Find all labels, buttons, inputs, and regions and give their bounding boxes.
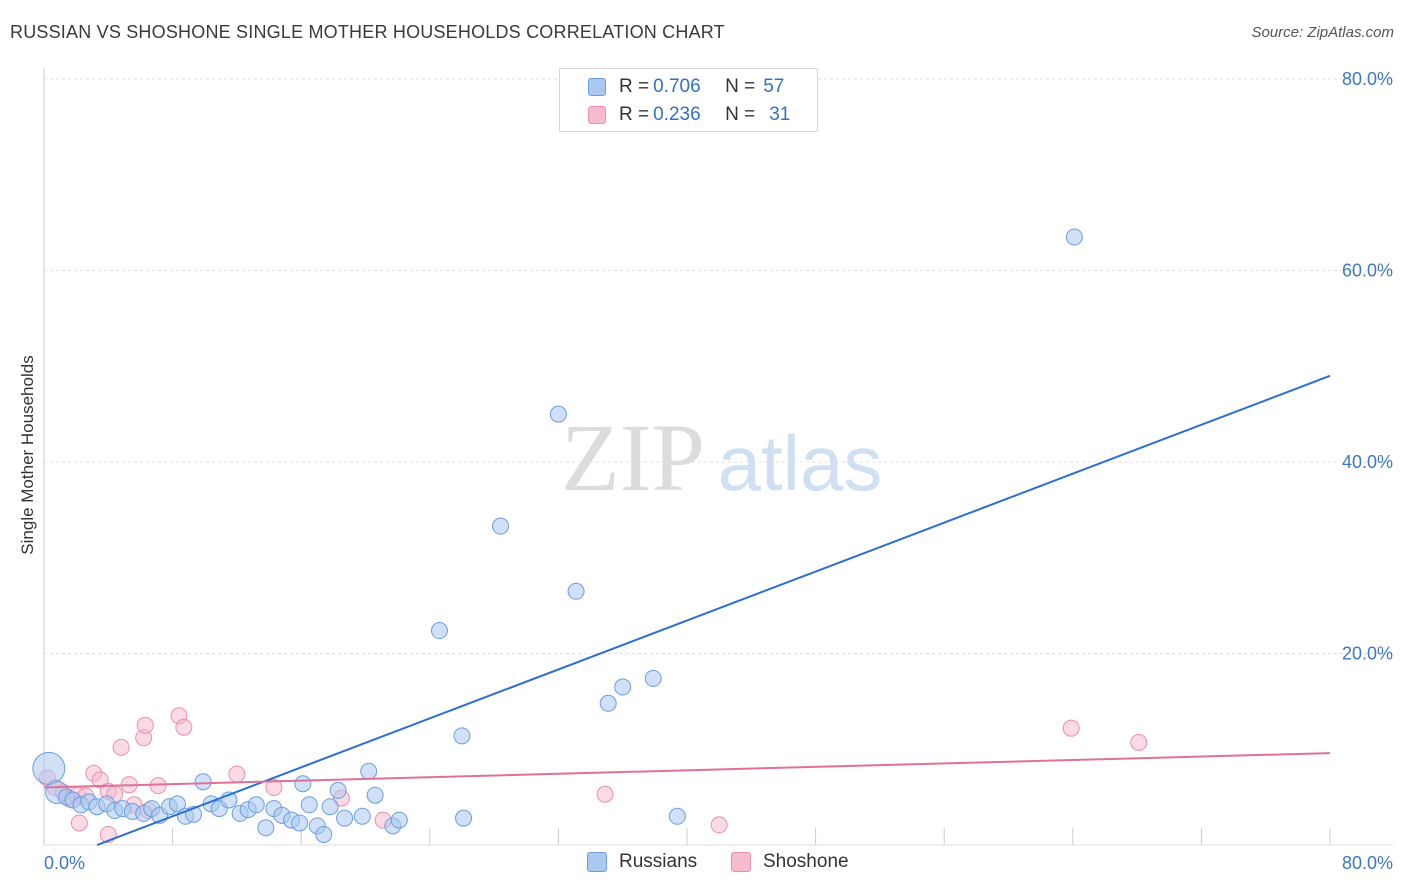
- legend-russians-swatch: [587, 852, 607, 872]
- shoshone-point: [175, 718, 193, 736]
- shoshone-point: [228, 765, 246, 783]
- y-tick-label: 20.0%: [1342, 644, 1393, 664]
- russians-point: [360, 762, 378, 780]
- x-tick-label-min: 0.0%: [44, 853, 85, 873]
- russians-point: [247, 796, 265, 814]
- axis-layer: [43, 68, 1393, 846]
- russians-point: [294, 775, 312, 793]
- russians-point: [453, 727, 471, 745]
- russians-r-value: 0.706: [653, 76, 701, 97]
- legend-item-russians: Russians: [587, 851, 697, 873]
- russians-point: [430, 622, 448, 640]
- shoshone-point: [112, 738, 130, 756]
- chart-title: RUSSIAN VS SHOSHONE SINGLE MOTHER HOUSEH…: [10, 22, 725, 42]
- y-tick-label: 60.0%: [1342, 261, 1393, 281]
- russians-point: [315, 825, 333, 843]
- legend-shoshone-swatch: [731, 852, 751, 872]
- shoshone-point: [596, 785, 614, 803]
- russians-swatch: [588, 78, 606, 96]
- legend-item-shoshone: Shoshone: [731, 851, 849, 873]
- russians-point: [336, 809, 354, 827]
- russians-point: [194, 773, 212, 791]
- shoshone-point: [1062, 719, 1080, 737]
- watermark: ZIP atlas: [561, 404, 882, 511]
- russians-point: [168, 795, 186, 813]
- russians-point: [567, 582, 585, 600]
- source-label: Source: ZipAtlas.com: [1251, 24, 1394, 41]
- russians-trend-line: [96, 374, 1331, 846]
- shoshone-r-value: 0.236: [653, 104, 701, 125]
- shoshone-n-label: N =: [725, 104, 756, 125]
- correlation-legend: R = 0.706 N = 57 R = 0.236 N = 31: [559, 68, 818, 132]
- shoshone-point: [91, 771, 109, 789]
- russians-point: [1065, 228, 1083, 246]
- y-tick-label: 40.0%: [1342, 452, 1393, 472]
- russians-point: [614, 678, 632, 696]
- russians-point: [668, 807, 686, 825]
- label-layer: 20.0% 40.0% 60.0% 80.0% 0.0% 80.0%: [44, 69, 1393, 873]
- points-layer: [32, 228, 1148, 843]
- russians-point: [492, 517, 510, 535]
- shoshone-swatch: [588, 106, 606, 124]
- shoshone-point: [265, 779, 283, 797]
- trend-layer: [43, 374, 1331, 846]
- russians-point: [549, 405, 567, 423]
- shoshone-point: [70, 814, 88, 832]
- shoshone-point: [1130, 734, 1148, 752]
- russians-point: [257, 819, 275, 837]
- y-tick-label: 80.0%: [1342, 69, 1393, 89]
- watermark-atlas: atlas: [718, 419, 883, 507]
- russians-point: [599, 694, 617, 712]
- shoshone-trend-line: [43, 752, 1331, 789]
- russians-point: [455, 809, 473, 827]
- russians-n-value: 57: [763, 76, 785, 97]
- russians-point: [390, 811, 408, 829]
- russians-point: [300, 796, 318, 814]
- russians-point: [353, 807, 371, 825]
- legend-shoshone-label: Shoshone: [763, 851, 849, 872]
- russians-point: [32, 751, 66, 785]
- russians-point: [329, 781, 347, 799]
- russians-r-label: R =: [619, 76, 650, 97]
- shoshone-point: [710, 816, 728, 834]
- x-tick-label-max: 80.0%: [1342, 853, 1393, 873]
- russians-point: [321, 798, 339, 816]
- watermark-zip: ZIP: [561, 404, 705, 511]
- shoshone-point: [136, 716, 154, 734]
- legend-row-russians: R = 0.706 N = 57: [560, 73, 784, 101]
- russians-point: [291, 814, 309, 832]
- grid-layer: [44, 78, 1393, 654]
- legend-russians-label: Russians: [619, 851, 698, 872]
- russians-point: [644, 669, 662, 687]
- russians-point: [366, 786, 384, 804]
- legend-row-shoshone: R = 0.236 N = 31: [560, 101, 790, 129]
- russians-n-label: N =: [725, 76, 756, 97]
- shoshone-n-value: 31: [769, 104, 791, 125]
- shoshone-r-label: R =: [619, 104, 650, 125]
